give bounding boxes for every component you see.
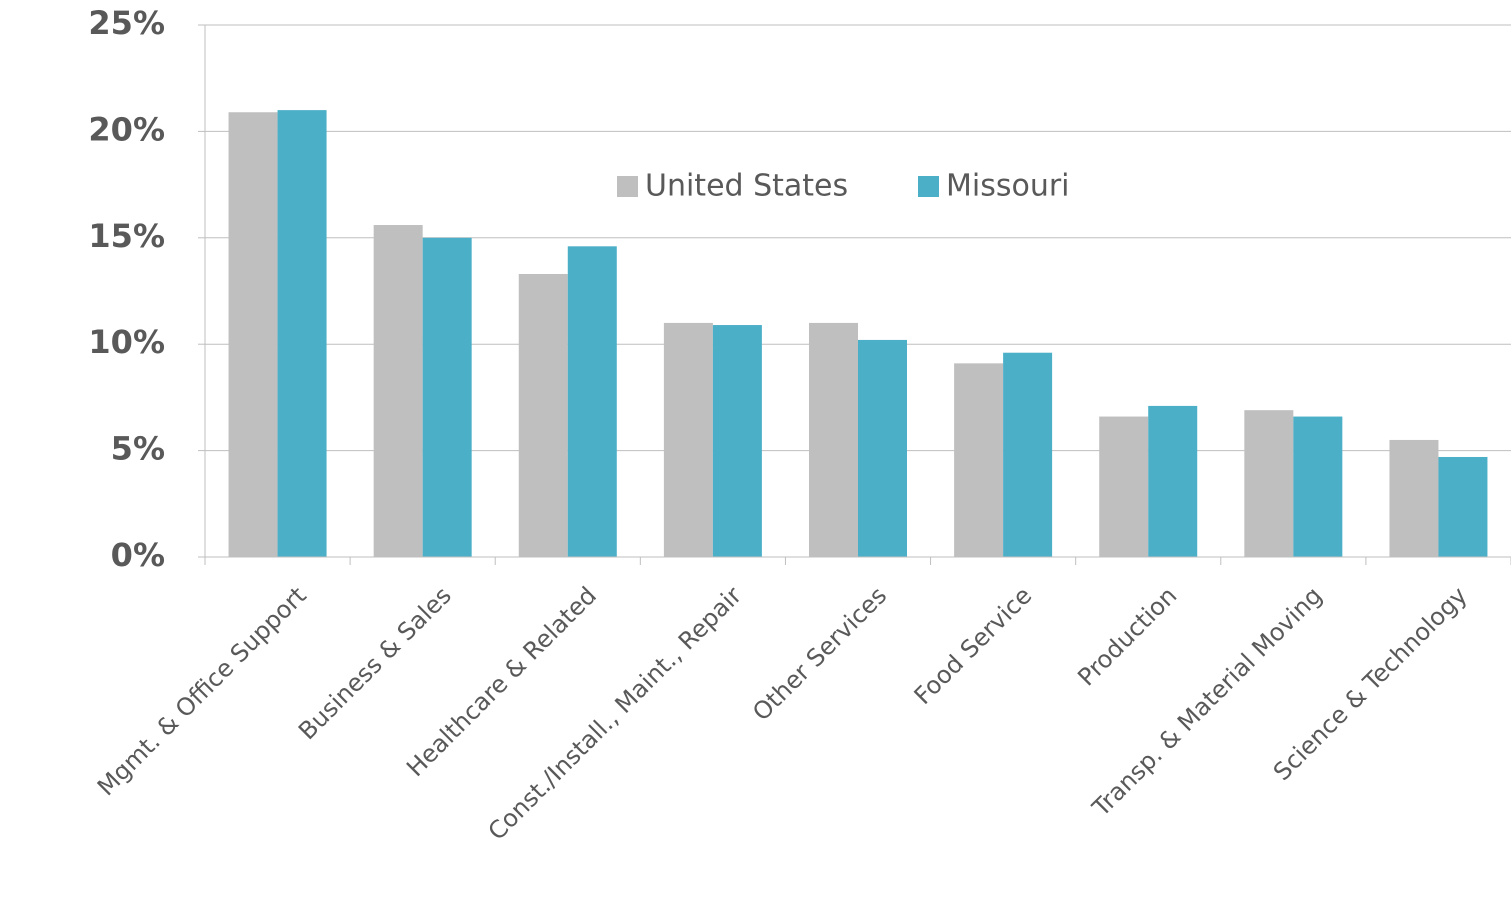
- bar: [1389, 439, 1439, 557]
- bar: [663, 322, 713, 557]
- bar: [228, 112, 278, 558]
- bar: [518, 273, 568, 557]
- bar: [712, 325, 762, 557]
- bar: [858, 339, 907, 557]
- bar: [1099, 416, 1149, 557]
- bar: [1148, 405, 1198, 557]
- y-tick-label: 25%: [88, 4, 165, 42]
- y-tick-label: 0%: [111, 536, 165, 574]
- bar: [1293, 416, 1343, 557]
- bar: [277, 110, 327, 558]
- bar: [1244, 410, 1294, 557]
- x-tick-label: Other Services: [747, 581, 892, 726]
- x-tick-label: Transp. & Material Moving: [1086, 581, 1327, 822]
- y-tick-label: 15%: [88, 217, 165, 255]
- bar: [422, 237, 472, 558]
- legend-label: United States: [645, 169, 848, 204]
- x-tick-label: Food Service: [909, 581, 1038, 710]
- x-tick-label: Production: [1072, 581, 1182, 691]
- bar: [1438, 456, 1488, 557]
- x-tick-label: Mgmt. & Office Support: [92, 581, 312, 801]
- y-tick-label: 20%: [88, 110, 165, 148]
- legend-label: Missouri: [946, 169, 1070, 204]
- bar: [809, 322, 858, 557]
- x-tick-label: Const./Install., Maint., Repair: [483, 581, 747, 845]
- x-tick-label: Business & Sales: [293, 581, 457, 745]
- bar: [1003, 352, 1053, 557]
- legend-swatch: [617, 176, 638, 197]
- bar: [954, 363, 1004, 557]
- bar: [373, 225, 423, 558]
- y-tick-label: 5%: [111, 430, 165, 468]
- legend-swatch: [918, 176, 939, 197]
- y-tick-label: 10%: [88, 323, 165, 361]
- bar: [567, 246, 617, 557]
